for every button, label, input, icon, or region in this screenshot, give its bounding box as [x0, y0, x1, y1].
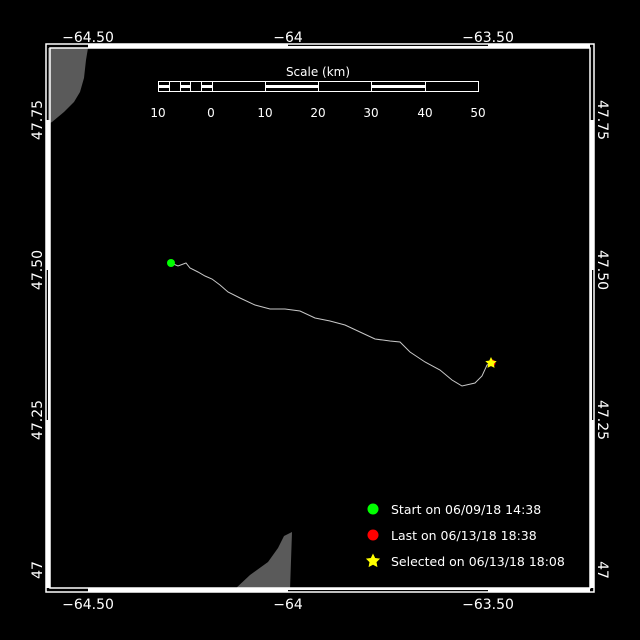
scale-label: 30 — [363, 106, 378, 120]
lat-tick-right: 47.50 — [594, 250, 610, 290]
lat-tick-left: 47.50 — [30, 250, 46, 290]
lon-tick-bottom: −64 — [273, 597, 303, 613]
lat-tick-right: 47.75 — [594, 100, 610, 140]
scale-label: 10 — [257, 106, 272, 120]
green-dot-icon — [367, 503, 379, 515]
lon-tick-bottom: −63.50 — [462, 597, 514, 613]
map-frame-outer — [45, 43, 595, 593]
yellow-star-icon — [365, 553, 381, 568]
scale-title: Scale (km) — [286, 65, 350, 79]
red-dot-icon — [367, 529, 379, 541]
lon-tick-top: −63.50 — [462, 30, 514, 46]
lat-tick-right: 47 — [594, 561, 610, 579]
lon-tick-top: −64 — [273, 30, 303, 46]
scale-label: 20 — [310, 106, 325, 120]
drift-track — [170, 262, 493, 387]
legend-selected-label: Selected on 06/13/18 18:08 — [391, 554, 565, 569]
scale-label: 0 — [207, 106, 215, 120]
lat-tick-left: 47.75 — [30, 100, 46, 140]
legend-last-label: Last on 06/13/18 18:38 — [391, 528, 537, 543]
scale-bar — [158, 81, 479, 92]
lat-tick-right: 47.25 — [594, 400, 610, 440]
start-marker[interactable] — [167, 259, 175, 267]
selected-star-marker[interactable] — [485, 357, 497, 368]
lat-tick-left: 47 — [30, 561, 46, 579]
frame-bands — [46, 44, 594, 592]
scale-label: 10 — [150, 106, 165, 120]
lat-tick-left: 47.25 — [30, 400, 46, 440]
legend-start-label: Start on 06/09/18 14:38 — [391, 502, 541, 517]
scale-label: 50 — [470, 106, 485, 120]
lon-tick-top: −64.50 — [62, 30, 114, 46]
legend: Start on 06/09/18 14:38 Last on 06/13/18… — [365, 502, 565, 569]
scale-label: 40 — [417, 106, 432, 120]
lon-tick-bottom: −64.50 — [62, 597, 114, 613]
coastline-land-bottom — [234, 532, 292, 590]
coastline-land-top-left — [48, 48, 88, 124]
